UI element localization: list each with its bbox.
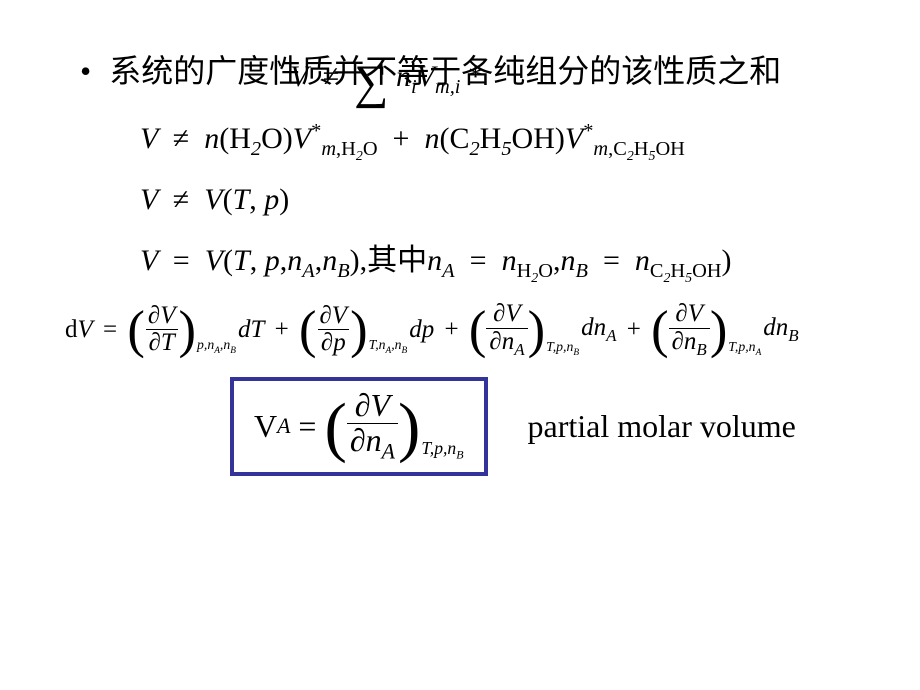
equation-neq-Tp: V ≠ V(T, p)	[140, 183, 880, 217]
bullet-marker: •	[80, 50, 91, 93]
equation-differential: dV = ( ∂V ∂T ) p,nA,nB dT + ( ∂V ∂p ) T,…	[65, 301, 880, 359]
boxed-definition: VA = ( ∂V ∂nA ) T,p,nB	[230, 377, 488, 476]
equation-func: V = V(T, p,nA,nB),其中nA = nH2O,nB = nC2H5…	[140, 235, 880, 287]
label-partial-molar-volume: partial molar volume	[528, 408, 796, 445]
slide: • 系统的广度性质并不等于各纯组分的该性质之和 V ≠ ∑ niVm,i * V…	[0, 0, 920, 496]
equation-h2o-ethanol: V ≠ n(H2O)V*m,H2O + n(C2H5OH)V*m,C2H5OH	[140, 120, 880, 165]
definition-row: VA = ( ∂V ∂nA ) T,p,nB partial molar vol…	[230, 377, 880, 476]
